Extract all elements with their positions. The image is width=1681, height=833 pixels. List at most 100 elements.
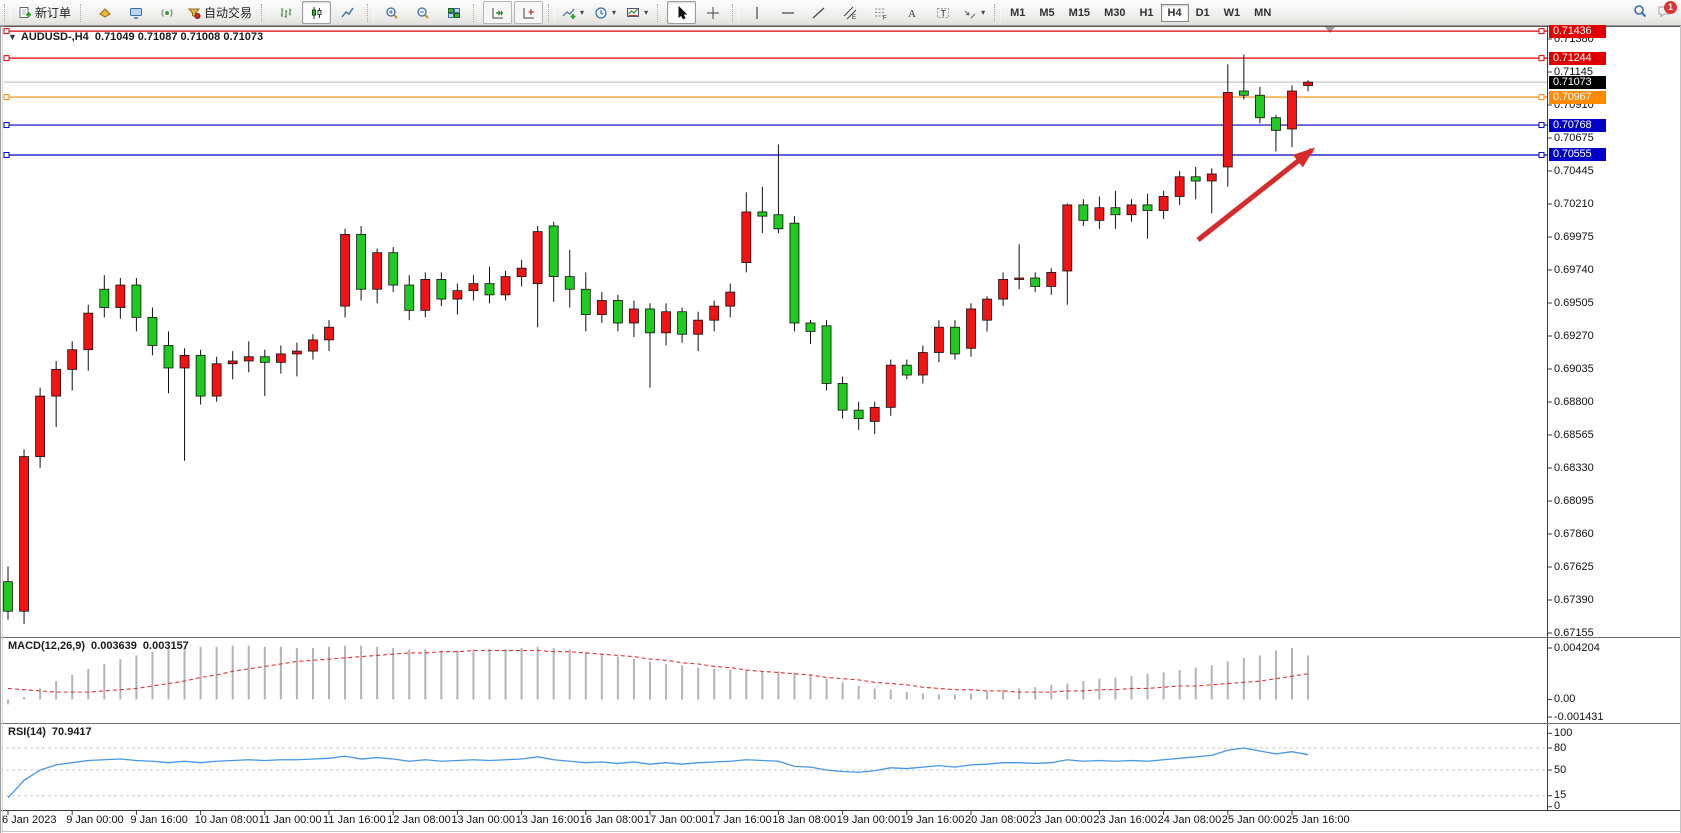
zoom-in-button[interactable] — [377, 1, 406, 24]
auto-scroll-button[interactable] — [483, 1, 513, 24]
candle-body — [757, 211, 768, 217]
macd-tick-label: 0.00 — [1554, 692, 1576, 705]
candle-body — [1110, 207, 1121, 216]
candles-icon — [310, 6, 324, 20]
rsi-tick-label: 100 — [1554, 726, 1573, 739]
ohlc-values: 0.71049 0.71087 0.71008 0.71073 — [94, 31, 264, 43]
time-axis-label: 9 Jan 00:00 — [66, 814, 124, 826]
time-axis-label: 6 Jan 2023 — [2, 814, 57, 826]
shapes-button[interactable]: ▾ — [959, 1, 989, 24]
fibonacci-button[interactable]: F — [866, 1, 895, 24]
toolbar-separator — [261, 3, 269, 22]
signals-button[interactable] — [152, 1, 181, 24]
candle-body — [99, 288, 110, 308]
hline-handle-left[interactable] — [3, 94, 10, 101]
terminal-button[interactable] — [121, 1, 150, 24]
zoom-out-button[interactable] — [408, 1, 437, 24]
timeframe-m5-button[interactable]: M5 — [1039, 6, 1055, 19]
candle-body — [629, 308, 639, 324]
timeframe-m1-button[interactable]: M1 — [1010, 6, 1026, 19]
candle-body — [998, 279, 1008, 300]
chart-shift-button[interactable] — [514, 1, 544, 24]
label-button[interactable]: T — [928, 1, 957, 24]
hline-handle-right[interactable] — [1538, 94, 1545, 101]
vertical-line-button[interactable] — [742, 1, 771, 24]
candle-body — [580, 288, 591, 315]
trendline-button[interactable] — [804, 1, 833, 24]
price-tick-label: 0.68095 — [1554, 494, 1594, 507]
hline-handle-left[interactable] — [3, 122, 10, 129]
zoom-out-icon — [416, 6, 430, 20]
market-depth-button[interactable] — [90, 1, 119, 24]
candlestick-chart-button[interactable] — [302, 1, 332, 24]
fibo-icon: F — [874, 6, 888, 20]
price-tick-label: 0.67625 — [1554, 560, 1594, 573]
collapse-triangle-icon[interactable]: ▼ — [8, 32, 17, 42]
time-axis-label: 25 Jan 16:00 — [1286, 814, 1350, 826]
hline-icon — [781, 6, 795, 20]
price-line-chip: 0.70967 — [1549, 90, 1606, 104]
candle-body — [179, 354, 190, 369]
timeframe-mn-button[interactable]: MN — [1254, 6, 1272, 19]
trend-arrow-head[interactable] — [1292, 147, 1316, 168]
price-tick-label: 0.68565 — [1554, 428, 1594, 441]
text-button[interactable]: A — [897, 1, 926, 24]
timeframe-m30-button[interactable]: M30 — [1104, 6, 1126, 19]
rsi-tick-label: 0 — [1554, 800, 1561, 813]
candle-body — [885, 364, 896, 408]
candle-body — [163, 345, 174, 369]
indicators-button[interactable]: ▾ — [558, 1, 588, 24]
chevron-down-icon: ▾ — [644, 8, 649, 17]
candle-body — [452, 290, 463, 300]
shapes-icon — [963, 6, 977, 20]
candle-body — [19, 456, 29, 612]
channel-button[interactable]: E — [835, 1, 864, 24]
horizontal-line-button[interactable] — [773, 1, 802, 24]
time-axis-label: 25 Jan 00:00 — [1221, 814, 1286, 826]
candle-body — [115, 284, 126, 308]
line-chart-button[interactable] — [333, 1, 362, 24]
hline-handle-right[interactable] — [1538, 55, 1545, 62]
hline-handle-left[interactable] — [3, 55, 10, 62]
time-axis-label: 17 Jan 00:00 — [644, 814, 708, 826]
candle-body — [147, 316, 158, 346]
trend-arrow[interactable] — [1196, 148, 1314, 242]
search-icon — [1633, 5, 1647, 21]
notifications-button[interactable]: 1 — [1657, 1, 1677, 21]
candle-body — [1158, 196, 1169, 211]
periods-button[interactable]: ▾ — [590, 1, 620, 24]
hline-handle-right[interactable] — [1538, 28, 1545, 35]
timeframe-h1-button[interactable]: H1 — [1139, 6, 1154, 19]
templates-button[interactable]: ▾ — [622, 1, 652, 24]
tile-windows-button[interactable] — [439, 1, 468, 24]
bar-chart-button[interactable] — [271, 1, 300, 24]
hline-handle-left[interactable] — [3, 28, 10, 35]
rsi-tick-label: 80 — [1554, 741, 1567, 754]
price-tick-label: 0.69270 — [1554, 329, 1594, 342]
hline-handle-left[interactable] — [3, 151, 10, 158]
candle-body — [404, 284, 415, 311]
autotrade-button[interactable]: 自动交易 — [183, 1, 256, 24]
hline-handle-right[interactable] — [1538, 151, 1545, 158]
crosshair-button[interactable] — [698, 1, 727, 24]
candle-body — [821, 325, 832, 384]
search-button[interactable] — [1633, 4, 1647, 21]
candle-body — [661, 311, 671, 334]
timeframe-w1-button[interactable]: W1 — [1223, 6, 1241, 19]
macd-name: MACD(12,26,9) — [8, 640, 86, 652]
toolbar-separator — [732, 3, 740, 22]
candle-body — [805, 322, 816, 332]
new-order-button[interactable]: 新订单 — [14, 1, 75, 24]
candle-body — [934, 326, 944, 353]
hline-handle-right[interactable] — [1538, 122, 1545, 129]
price-tick-label: 0.70675 — [1554, 131, 1594, 144]
candle-body — [227, 360, 238, 365]
chevron-down-icon: ▾ — [612, 8, 617, 17]
cursor-button[interactable] — [667, 1, 697, 24]
timeframe-h4-button[interactable]: H4 — [1160, 3, 1189, 22]
timeframe-m15-button[interactable]: M15 — [1068, 6, 1091, 19]
candle-body — [35, 395, 45, 457]
timeframe-d1-button[interactable]: D1 — [1195, 6, 1210, 19]
price-tick-label: 0.67155 — [1554, 626, 1594, 639]
